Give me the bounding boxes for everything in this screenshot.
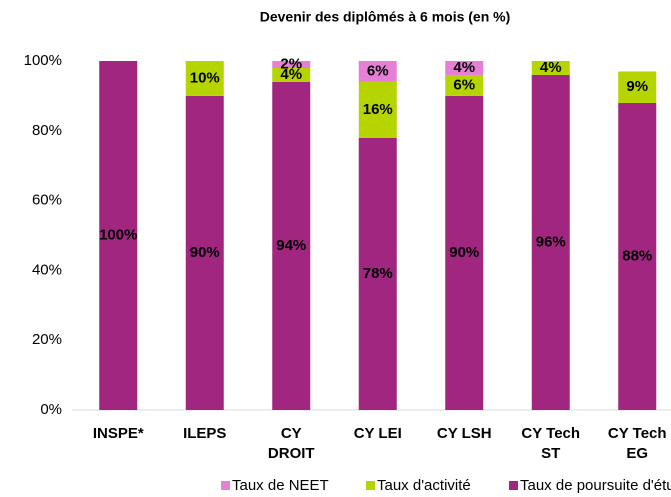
bar-segment [531, 61, 570, 75]
legend-swatch [509, 481, 518, 490]
data-label: 94% [276, 237, 306, 254]
data-label: 6% [453, 76, 475, 93]
x-tick-label: CY DROIT [267, 425, 315, 462]
data-label: 16% [363, 101, 393, 118]
legend-swatch [366, 481, 375, 490]
bar-segment [185, 61, 224, 96]
data-label: 90% [190, 244, 220, 261]
data-label: 100% [99, 226, 137, 243]
data-label: 4% [540, 59, 562, 76]
x-tick-label: CY Tech ST [521, 425, 581, 462]
bar-segment [272, 81, 311, 410]
data-label: 2% [280, 55, 302, 72]
data-label: 9% [626, 78, 648, 95]
x-tick-label: ILEPS [183, 425, 227, 442]
data-label: 88% [622, 247, 652, 264]
bar-segment [618, 102, 657, 410]
legend-swatch [221, 481, 230, 490]
bar-segment [358, 137, 397, 410]
bar-segment [99, 61, 138, 410]
data-label: 90% [449, 244, 479, 261]
x-tick-label: INSPE* [92, 425, 144, 442]
bar-segment [358, 81, 397, 138]
bar-segment [531, 74, 570, 411]
bar-segment [618, 71, 657, 103]
y-tick-label: 20% [32, 331, 62, 348]
legend-label: Taux d'activité [377, 477, 471, 494]
legend-label: Taux de NEET [232, 477, 329, 494]
x-tick-label: CY Tech EG [607, 425, 667, 462]
bar-segment [445, 61, 484, 75]
data-label: 4% [280, 66, 302, 83]
data-label: 4% [453, 59, 475, 76]
x-tick-label: CY LSH [436, 425, 492, 442]
data-label: 6% [367, 62, 389, 79]
bar-segment [445, 95, 484, 411]
bar-segment [272, 67, 311, 82]
data-label: 96% [536, 233, 566, 250]
y-tick-label: 60% [32, 192, 62, 209]
y-tick-label: 40% [32, 261, 62, 278]
bar-segment [185, 95, 224, 411]
y-tick-label: 100% [24, 52, 62, 69]
bar-segment [445, 74, 484, 96]
data-label: 10% [190, 69, 220, 86]
x-tick-label: CY LEI [353, 425, 402, 442]
bar-segment [358, 61, 397, 82]
y-tick-label: 0% [40, 401, 62, 418]
data-label: 78% [363, 265, 393, 282]
chart-title: Devenir des diplômés à 6 mois (en %) [260, 9, 511, 25]
bar-segment [272, 61, 311, 68]
legend-label: Taux de poursuite d'études [520, 477, 671, 494]
y-tick-label: 80% [32, 122, 62, 139]
